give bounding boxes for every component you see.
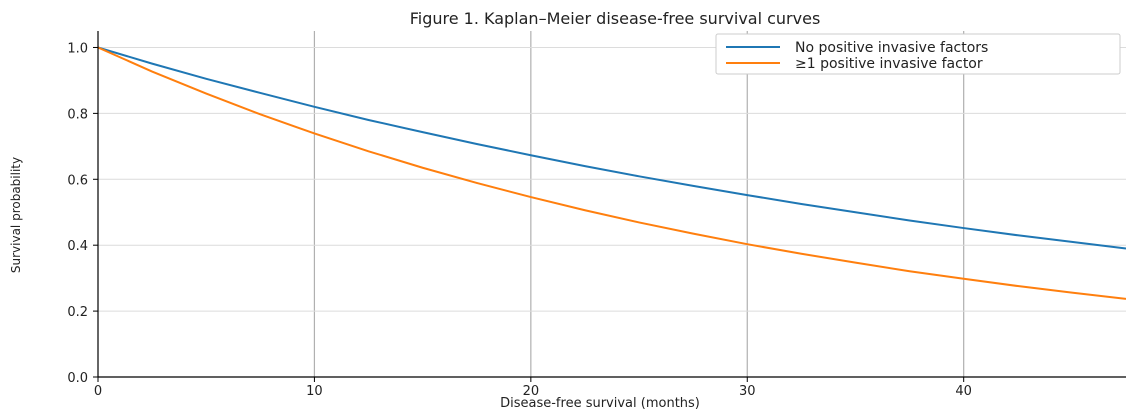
axes	[97, 31, 1126, 378]
x-tick-label: 30	[739, 384, 756, 399]
y-axis-label: Survival probability	[9, 157, 23, 273]
x-ticks: 0 10 20 30 40	[94, 377, 972, 399]
series-line-0	[97, 46, 1126, 250]
y-ticks: 0.0 0.2 0.4 0.6 0.8 1.0	[67, 41, 98, 386]
y-tick-label: 0.2	[67, 305, 88, 320]
y-tick-label: 0.8	[67, 107, 88, 122]
legend: No positive invasive factors ≥1 positive…	[715, 33, 1121, 75]
legend-box	[715, 33, 1121, 75]
x-axis-label: Disease-free survival (months)	[500, 396, 700, 410]
x-tick-label: 0	[94, 384, 102, 399]
y-tick-label: 0.0	[67, 371, 88, 386]
legend-label-positive: ≥1 positive invasive factor	[795, 56, 983, 72]
x-tick-label: 40	[955, 384, 972, 399]
series-line-1	[97, 46, 1126, 300]
legend-label-no-positive: No positive invasive factors	[795, 40, 988, 56]
series-layer	[97, 46, 1126, 300]
y-tick-label: 1.0	[67, 41, 88, 56]
chart-title: Figure 1. Kaplan–Meier disease-free surv…	[410, 9, 821, 28]
x-tick-label: 20	[523, 384, 540, 399]
y-tick-label: 0.6	[67, 173, 88, 188]
y-tick-label: 0.4	[67, 239, 88, 254]
x-tick-label: 10	[306, 384, 323, 399]
